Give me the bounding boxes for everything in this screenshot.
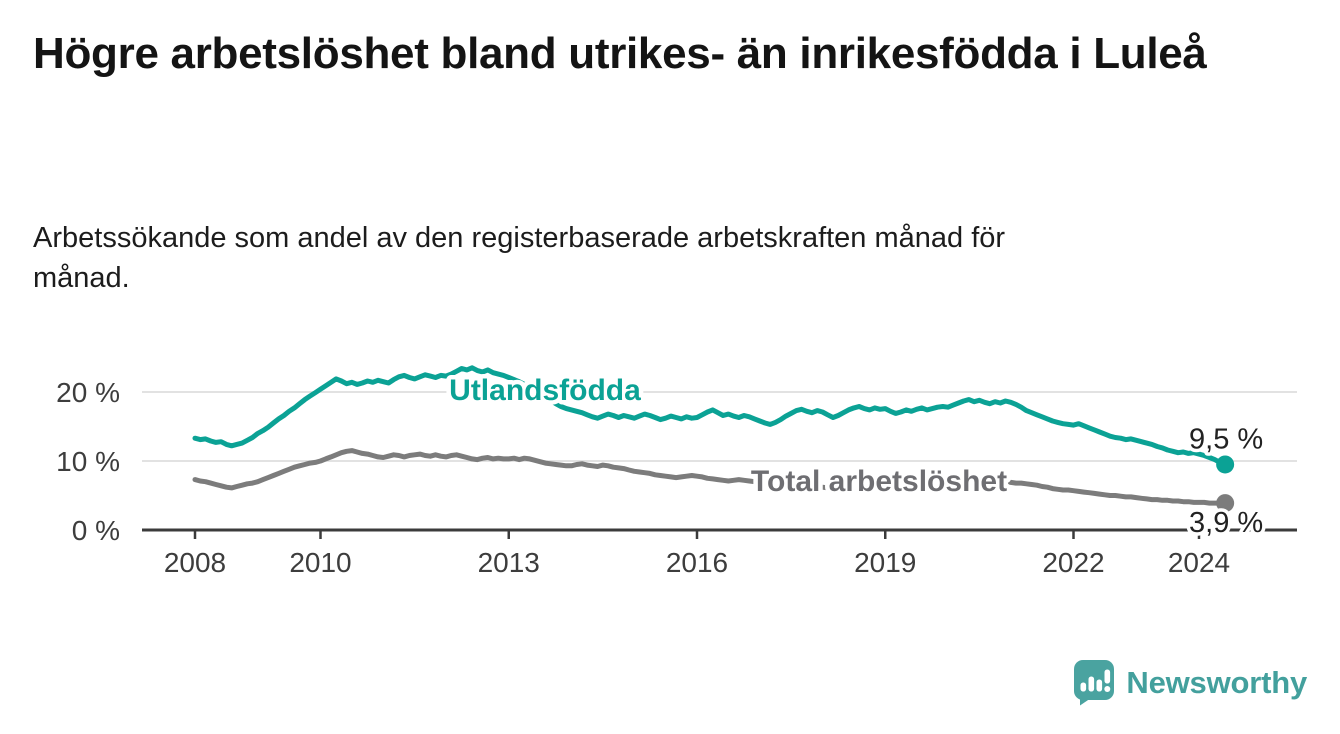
y-tick-label: 0 % [72, 515, 120, 546]
series-end-value: 3,9 % [1189, 507, 1263, 539]
y-tick-label: 10 % [56, 446, 120, 477]
chart-subtitle: Arbetssökande som andel av den registerb… [33, 222, 1006, 295]
brand-name: Newsworthy [1126, 664, 1307, 700]
newsworthy-logo: Newsworthy [1073, 659, 1307, 706]
series-line-utlandsfodda [192, 365, 1228, 467]
x-tick-label: 2019 [854, 547, 916, 578]
series-end-value: 9,5 % [1189, 423, 1263, 455]
x-tick-label: 2024 [1168, 547, 1230, 578]
series-label-utlandsfodda: Utlandsfödda [449, 374, 641, 407]
line-chart: 2008 2010 2013 2016 2019 2022 2024 0 % 10 % 20 % U… [56, 365, 1297, 578]
series-end-dot [1216, 494, 1235, 513]
y-tick-label: 20 % [56, 377, 120, 408]
x-tick-label: 2016 [666, 547, 728, 578]
series-line-total [192, 448, 1228, 506]
speech-bubble-bar-chart-icon [1074, 660, 1115, 706]
series-end-dot [1216, 455, 1235, 474]
chart-title: Högre arbetslöshet bland utrikes- än inr… [33, 29, 1207, 78]
series-label-total: Total arbetslöshet [751, 465, 1007, 498]
x-tick-label: 2010 [289, 547, 351, 578]
x-tick-label: 2022 [1042, 547, 1104, 578]
x-tick-label: 2008 [164, 547, 226, 578]
x-tick-label: 2013 [478, 547, 540, 578]
